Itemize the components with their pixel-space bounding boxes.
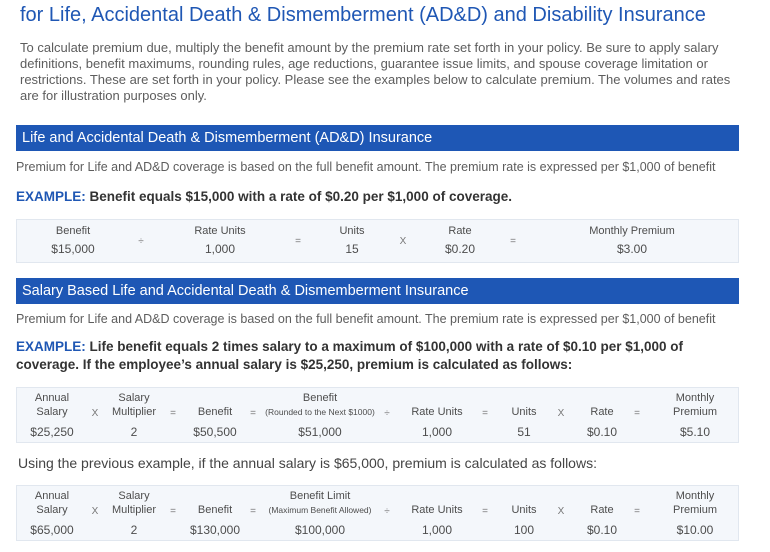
salary-label: Salary [118,392,150,404]
maximum-note: (Maximum Benefit Allowed) [268,505,372,515]
salary-label: Salary [36,406,68,418]
rate-units-value: 1,000 [204,242,236,256]
rounding-note: (Rounded to the Next $1000) [265,407,375,417]
salary-multiplier-header: Salary Multiplier [105,489,163,517]
rate-value: $0.20 [444,242,476,256]
section-description: Premium for Life and AD&D coverage is ba… [16,312,716,326]
equals-operator: = [510,236,516,247]
rate-header: Rate [448,225,472,237]
units-header: Units [339,225,365,237]
annual-salary-header: Annual Salary [23,391,81,419]
rate-header: Rate [590,504,614,516]
annual-label: Annual [34,490,70,502]
monthly-premium-value: $3.00 [616,242,648,256]
monthly-premium-header: Monthly Premium [665,391,725,419]
salary-multiplier-header: Salary Multiplier [105,391,163,419]
monthly-premium-header: Monthly Premium [589,225,675,237]
section-description: Premium for Life and AD&D coverage is ba… [16,160,716,174]
benefit-value: $50,500 [193,425,237,439]
multiply-operator: X [91,506,99,517]
equals-operator: = [170,408,176,419]
previous-example-note: Using the previous example, if the annua… [18,455,597,471]
rate-units-header: Rate Units [411,504,463,516]
benefit-limit-label: Benefit Limit [289,490,351,502]
units-value: 51 [517,425,531,439]
multiply-operator: X [399,236,407,247]
salary-multiplier-value: 2 [130,523,138,537]
equals-operator: = [170,506,176,517]
benefit-value: $15,000 [51,242,95,256]
calculation-table-life: Benefit $15,000 ÷ Rate Units 1,000 = Uni… [16,219,739,263]
divide-operator: ÷ [138,236,144,247]
annual-salary-header: Annual Salary [23,489,81,517]
units-value: 15 [345,242,359,256]
example-statement: EXAMPLE: Life benefit equals 2 times sal… [16,338,741,374]
example-statement: EXAMPLE: Benefit equals $15,000 with a r… [16,188,741,206]
monthly-premium-value: $5.10 [679,425,711,439]
calculation-table-salary-2: Annual Salary $65,000 X Salary Multiplier … [16,485,739,541]
annual-salary-value: $65,000 [30,523,74,537]
benefit-rounded-value: $51,000 [298,425,342,439]
benefit-value: $130,000 [189,523,241,537]
divide-operator: ÷ [384,506,390,517]
intro-paragraph: To calculate premium due, multiply the b… [20,40,731,103]
premium-label: Premium [672,504,717,516]
units-header: Units [511,406,537,418]
calculation-table-salary-1: Annual Salary $25,250 X Salary Multiplier … [16,387,739,443]
monthly-premium-value: $10.00 [676,523,714,537]
annual-salary-value: $25,250 [30,425,74,439]
rate-units-header: Rate Units [194,225,246,237]
rate-header: Rate [590,406,614,418]
units-header: Units [511,504,537,516]
equals-operator: = [250,506,256,517]
salary-multiplier-value: 2 [130,425,138,439]
annual-label: Annual [34,392,70,404]
equals-operator: = [482,506,488,517]
example-text: Benefit equals $15,000 with a rate of $0… [89,189,512,204]
page-title: for Life, Accidental Death & Dismemberme… [20,4,706,26]
multiplier-label: Multiplier [111,504,156,516]
benefit-header: Benefit [55,225,91,237]
rate-units-header: Rate Units [411,406,463,418]
units-value: 100 [513,523,535,537]
monthly-label: Monthly [675,490,715,502]
monthly-premium-header: Monthly Premium [665,489,725,517]
benefit-limit-value: $100,000 [294,523,346,537]
multiply-operator: X [91,408,99,419]
equals-operator: = [482,408,488,419]
multiply-operator: X [557,408,565,419]
salary-label: Salary [118,490,150,502]
salary-label: Salary [36,504,68,516]
rate-value: $0.10 [586,523,618,537]
example-label: EXAMPLE: [16,189,86,204]
section-heading-life-add: Life and Accidental Death & Dismembermen… [16,125,739,151]
equals-operator: = [295,236,301,247]
premium-label: Premium [672,406,717,418]
multiplier-label: Multiplier [111,406,156,418]
rate-units-value: 1,000 [421,523,453,537]
rate-value: $0.10 [586,425,618,439]
section-heading-salary-based: Salary Based Life and Accidental Death &… [16,278,739,304]
benefit-header: Benefit [197,406,233,418]
equals-operator: = [634,408,640,419]
multiply-operator: X [557,506,565,517]
rate-units-value: 1,000 [421,425,453,439]
benefit-rounded-header: Benefit (Rounded to the Next $1000) [265,391,375,419]
benefit-label: Benefit [302,392,338,404]
equals-operator: = [250,408,256,419]
equals-operator: = [634,506,640,517]
benefit-limit-header: Benefit Limit (Maximum Benefit Allowed) [265,489,375,517]
example-text: Life benefit equals 2 times salary to a … [16,339,684,372]
monthly-label: Monthly [675,392,715,404]
divide-operator: ÷ [384,408,390,419]
example-label: EXAMPLE: [16,339,86,354]
benefit-header: Benefit [197,504,233,516]
